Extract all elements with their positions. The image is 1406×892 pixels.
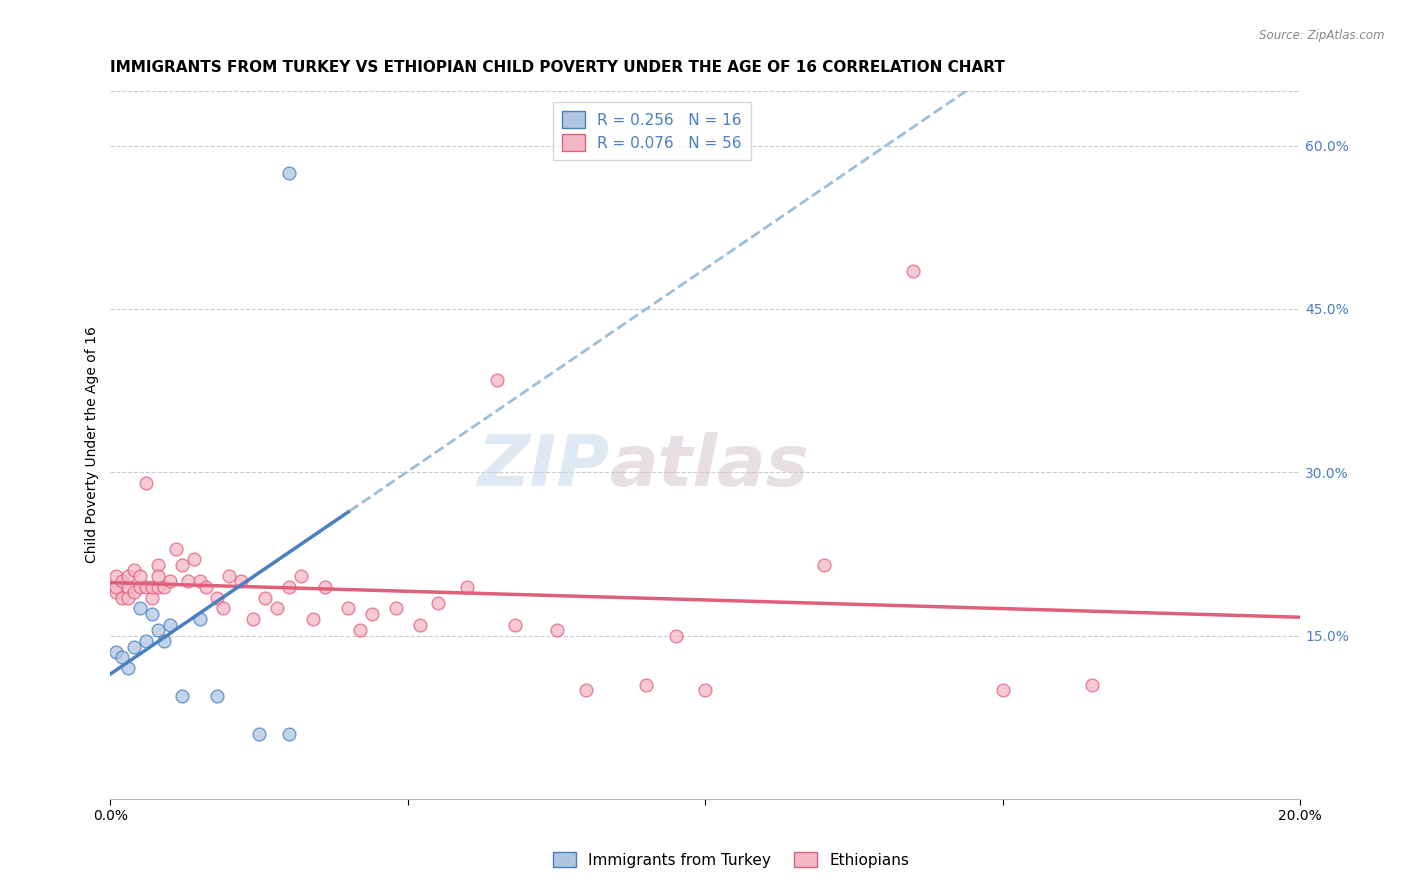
Point bbox=[153, 634, 176, 648]
Point bbox=[314, 580, 336, 594]
Point bbox=[111, 574, 134, 589]
Point bbox=[117, 661, 139, 675]
Point bbox=[266, 601, 288, 615]
Y-axis label: Child Poverty Under the Age of 16: Child Poverty Under the Age of 16 bbox=[86, 326, 100, 564]
Point bbox=[1081, 678, 1104, 692]
Point bbox=[105, 585, 128, 599]
Point bbox=[385, 601, 408, 615]
Point bbox=[122, 585, 145, 599]
Point bbox=[153, 580, 176, 594]
Point bbox=[105, 580, 128, 594]
Point bbox=[165, 541, 187, 556]
Point bbox=[290, 568, 312, 582]
Point bbox=[122, 640, 145, 654]
Point bbox=[146, 568, 169, 582]
Point bbox=[146, 624, 169, 638]
Point bbox=[177, 574, 200, 589]
Point bbox=[105, 568, 128, 582]
Point bbox=[575, 683, 598, 698]
Point bbox=[231, 574, 253, 589]
Point bbox=[188, 612, 211, 626]
Point bbox=[242, 612, 264, 626]
Point bbox=[426, 596, 449, 610]
Point bbox=[117, 568, 139, 582]
Point bbox=[111, 650, 134, 665]
Text: atlas: atlas bbox=[610, 432, 810, 500]
Point bbox=[207, 591, 229, 605]
Point bbox=[207, 689, 229, 703]
Text: Source: ZipAtlas.com: Source: ZipAtlas.com bbox=[1260, 29, 1385, 42]
Point bbox=[117, 580, 139, 594]
Point bbox=[991, 683, 1014, 698]
Point bbox=[170, 558, 193, 572]
Point bbox=[254, 591, 277, 605]
Point bbox=[813, 558, 835, 572]
Point bbox=[212, 601, 235, 615]
Point bbox=[277, 580, 299, 594]
Point bbox=[141, 591, 163, 605]
Point bbox=[486, 373, 509, 387]
Point bbox=[546, 624, 568, 638]
Point bbox=[183, 552, 205, 566]
Point bbox=[194, 580, 217, 594]
Point bbox=[218, 568, 240, 582]
Point bbox=[129, 568, 152, 582]
Point bbox=[409, 617, 432, 632]
Point bbox=[135, 580, 157, 594]
Point bbox=[111, 591, 134, 605]
Point bbox=[456, 580, 478, 594]
Point bbox=[301, 612, 323, 626]
Point bbox=[337, 601, 360, 615]
Point bbox=[634, 678, 657, 692]
Point bbox=[159, 617, 181, 632]
Point bbox=[247, 727, 270, 741]
Point bbox=[146, 558, 169, 572]
Point bbox=[361, 607, 384, 621]
Point bbox=[105, 645, 128, 659]
Point bbox=[695, 683, 717, 698]
Legend: Immigrants from Turkey, Ethiopians: Immigrants from Turkey, Ethiopians bbox=[546, 844, 917, 875]
Point bbox=[903, 264, 925, 278]
Point bbox=[135, 634, 157, 648]
Point bbox=[135, 476, 157, 491]
Point bbox=[503, 617, 526, 632]
Point bbox=[170, 689, 193, 703]
Point bbox=[129, 580, 152, 594]
Text: ZIP: ZIP bbox=[478, 432, 610, 500]
Point bbox=[188, 574, 211, 589]
Point bbox=[277, 166, 299, 180]
Point bbox=[141, 580, 163, 594]
Point bbox=[141, 607, 163, 621]
Point bbox=[122, 563, 145, 577]
Point bbox=[117, 591, 139, 605]
Point bbox=[129, 601, 152, 615]
Title: IMMIGRANTS FROM TURKEY VS ETHIOPIAN CHILD POVERTY UNDER THE AGE OF 16 CORRELATIO: IMMIGRANTS FROM TURKEY VS ETHIOPIAN CHIL… bbox=[111, 60, 1005, 75]
Point bbox=[146, 580, 169, 594]
Point bbox=[664, 629, 686, 643]
Point bbox=[349, 624, 371, 638]
Point bbox=[159, 574, 181, 589]
Legend: R = 0.256   N = 16, R = 0.076   N = 56: R = 0.256 N = 16, R = 0.076 N = 56 bbox=[553, 103, 751, 160]
Point bbox=[277, 727, 299, 741]
